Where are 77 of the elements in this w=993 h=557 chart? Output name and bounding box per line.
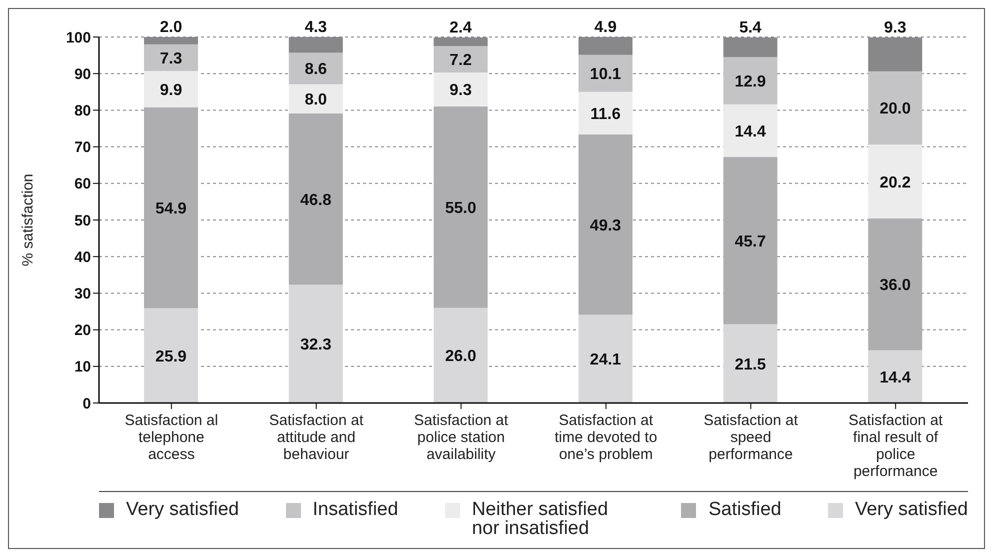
y-tick-label: 70 xyxy=(74,139,91,156)
bar xyxy=(144,44,198,72)
legend-label: Neither satisfied nor insatisfied xyxy=(472,499,610,539)
y-tick-label: 50 xyxy=(74,212,91,230)
data-label: 25.9 xyxy=(155,348,187,366)
bar xyxy=(144,107,198,308)
bar xyxy=(288,84,343,114)
y-tick-label: 0 xyxy=(82,395,91,412)
data-label: 10.1 xyxy=(590,66,622,84)
bar xyxy=(868,350,922,403)
legend-label: Satisfied xyxy=(708,499,782,520)
data-label: 7.3 xyxy=(160,50,182,68)
y-tick-label: 100 xyxy=(66,29,91,46)
data-label: 14.4 xyxy=(734,123,766,140)
y-tick-label: 60 xyxy=(74,176,91,193)
data-label: 7.2 xyxy=(450,52,472,70)
y-tick-label: 20 xyxy=(74,322,91,340)
bar xyxy=(578,54,632,92)
bar xyxy=(723,104,778,158)
data-label: 5.4 xyxy=(739,19,762,36)
bar xyxy=(144,308,198,403)
bar xyxy=(723,324,778,403)
bar xyxy=(868,218,922,350)
y-tick-label: 80 xyxy=(74,102,91,120)
y-tick-label: 40 xyxy=(74,248,91,266)
bar xyxy=(578,134,632,315)
data-label: 4.9 xyxy=(594,19,617,36)
bar xyxy=(723,57,778,104)
data-label: 12.9 xyxy=(734,73,766,90)
x-tick-label: Satisfaction at speed performance xyxy=(704,412,799,463)
bar xyxy=(578,314,632,403)
bar xyxy=(868,71,922,145)
data-label: 9.9 xyxy=(160,82,182,99)
legend-label: Very satisfied xyxy=(126,499,239,520)
data-label: 55.0 xyxy=(445,200,476,217)
data-label: 2.0 xyxy=(160,19,182,36)
data-label: 9.3 xyxy=(450,82,472,100)
data-label: 45.7 xyxy=(734,233,766,250)
bar xyxy=(288,113,343,285)
x-tick-label: Satisfaction al telephone access xyxy=(124,412,218,463)
bar xyxy=(723,157,778,324)
bar xyxy=(434,46,488,72)
data-label: 49.3 xyxy=(590,217,622,234)
bar xyxy=(868,144,922,219)
bar xyxy=(434,106,488,308)
x-tick-label: Satisfaction at time devoted to one’s problem xyxy=(554,412,658,463)
data-label: 21.5 xyxy=(734,356,766,374)
data-label: 32.3 xyxy=(300,336,332,354)
data-label: 24.1 xyxy=(590,352,622,369)
data-label: 20.2 xyxy=(880,174,911,192)
legend-label: Insatisfied xyxy=(312,499,398,520)
data-label: 8.6 xyxy=(304,61,328,78)
bar xyxy=(434,72,488,107)
legend-label: Very satisfied xyxy=(854,499,968,520)
data-label: 20.0 xyxy=(880,100,911,118)
y-tick-label: 10 xyxy=(74,358,91,376)
x-tick-label: Satisfaction at police station availability xyxy=(414,412,510,463)
bar xyxy=(144,71,198,108)
x-tick-label: Satisfaction at attitude and behaviour xyxy=(269,412,364,463)
data-label: 14.4 xyxy=(880,369,911,386)
y-axis-title: % satisfaction xyxy=(19,174,36,266)
data-label: 4.3 xyxy=(304,19,328,36)
data-label: 54.9 xyxy=(155,200,187,218)
y-tick-label: 30 xyxy=(74,286,91,303)
data-label: 36.0 xyxy=(880,277,911,294)
data-label: 8.0 xyxy=(304,92,328,109)
bar xyxy=(578,92,632,134)
bar xyxy=(288,284,343,403)
bar xyxy=(434,308,488,403)
data-label: 2.4 xyxy=(450,19,472,36)
data-label: 46.8 xyxy=(300,192,332,209)
x-tick-label: Satisfaction at final result of police performance xyxy=(848,412,944,480)
data-label: 9.3 xyxy=(884,19,906,36)
data-label: 26.0 xyxy=(445,348,476,366)
data-label: 11.6 xyxy=(590,106,621,123)
y-tick-label: 90 xyxy=(74,66,91,83)
bar xyxy=(288,52,343,84)
